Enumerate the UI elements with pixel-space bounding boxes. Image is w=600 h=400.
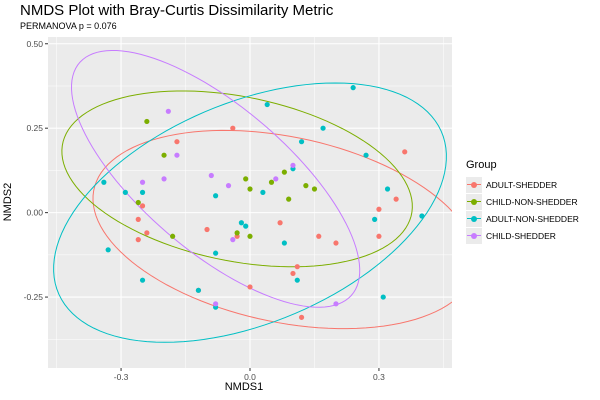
point-child-non-shedder (281, 169, 287, 175)
point-child-shedder (139, 179, 146, 185)
point-child-shedder (273, 176, 279, 182)
point-child-non-shedder (234, 230, 240, 236)
legend-key (466, 211, 482, 227)
y-tick-label: 0.50 (26, 39, 43, 49)
point-child-shedder (174, 152, 180, 158)
point-adult-shedder (135, 237, 141, 243)
point-adult-shedder (230, 125, 236, 131)
point-child-non-shedder (286, 196, 292, 202)
point-child-non-shedder (170, 233, 176, 239)
point-adult-shedder (139, 203, 146, 209)
point-adult-shedder (290, 270, 296, 277)
point-adult-shedder (174, 139, 180, 145)
point-adult-non-shedder (298, 139, 305, 145)
point-child-shedder (230, 237, 236, 243)
point-adult-non-shedder (372, 216, 378, 222)
x-tick-label: 0.3 (373, 372, 385, 382)
point-adult-shedder (135, 216, 141, 222)
point-adult-non-shedder (139, 189, 146, 195)
point-adult-non-shedder (294, 277, 300, 283)
point-child-shedder (165, 108, 171, 114)
point-adult-non-shedder (384, 186, 391, 192)
point-adult-shedder (277, 220, 283, 226)
point-adult-non-shedder (350, 85, 356, 91)
legend-label: ADULT-NON-SHEDDER (486, 214, 579, 224)
point-child-shedder (333, 301, 339, 307)
point-adult-non-shedder (281, 240, 287, 246)
ellipse-adult-non-shedder (53, 82, 447, 343)
point-adult-shedder (204, 226, 210, 233)
point-child-shedder (213, 301, 219, 307)
point-child-non-shedder (311, 186, 318, 192)
point-adult-non-shedder (139, 277, 146, 283)
legend-title: Group (466, 159, 497, 171)
x-tick-label: 0.0 (244, 372, 256, 382)
point-adult-non-shedder (105, 247, 111, 253)
point-adult-non-shedder (238, 220, 244, 226)
point-child-non-shedder (247, 186, 253, 192)
point-adult-non-shedder (264, 101, 270, 108)
chart-subtitle: PERMANOVA p = 0.076 (20, 21, 117, 31)
point-adult-non-shedder (195, 287, 202, 293)
point-adult-non-shedder (213, 193, 219, 199)
y-tick-label: -0.25 (24, 292, 44, 302)
legend-dot-swatch (471, 182, 477, 188)
x-axis-label: NMDS1 (224, 381, 264, 393)
point-adult-shedder (393, 196, 399, 202)
point-adult-non-shedder (243, 223, 249, 229)
legend-label: CHILD-SHEDDER (486, 231, 556, 241)
legend-dot-swatch (471, 216, 477, 222)
point-adult-non-shedder (260, 189, 266, 195)
point-adult-non-shedder (101, 179, 107, 185)
point-child-non-shedder (135, 199, 141, 206)
legend-label: CHILD-NON-SHEDDER (486, 197, 578, 207)
point-adult-non-shedder (122, 189, 128, 195)
legend-label: ADULT-SHEDDER (486, 180, 558, 190)
point-child-non-shedder (243, 176, 249, 182)
point-layer (101, 85, 425, 320)
point-adult-shedder (144, 230, 150, 236)
x-tick-label: -0.3 (114, 372, 129, 382)
point-adult-non-shedder (320, 125, 326, 131)
point-adult-non-shedder (363, 152, 369, 158)
ellipse-child-shedder (71, 49, 361, 308)
point-adult-non-shedder (380, 294, 386, 300)
point-child-shedder (208, 172, 214, 179)
legend-key (466, 228, 482, 244)
legend-dot-swatch (471, 233, 477, 239)
point-adult-non-shedder (419, 213, 425, 219)
point-child-shedder (225, 183, 232, 189)
point-adult-shedder (316, 233, 322, 239)
point-adult-shedder (333, 240, 339, 246)
point-child-shedder (290, 162, 296, 168)
point-adult-non-shedder (213, 250, 219, 256)
point-adult-shedder (247, 284, 253, 290)
point-adult-shedder (294, 264, 300, 270)
y-tick-label: 0.00 (26, 208, 43, 218)
point-child-non-shedder (144, 118, 150, 125)
point-child-shedder (161, 176, 167, 182)
point-child-non-shedder (247, 233, 253, 239)
point-adult-shedder (376, 233, 382, 239)
legend-key (466, 177, 482, 193)
legend-key (466, 194, 482, 210)
y-tick-label: 0.25 (26, 123, 43, 133)
point-adult-shedder (402, 149, 408, 155)
legend-dot-swatch (471, 199, 477, 205)
point-child-non-shedder (303, 183, 309, 189)
axes-layer: -0.3 0.0 0.3 -0.25 0.00 0.25 0.50 (24, 39, 385, 382)
point-child-non-shedder (161, 152, 167, 158)
ellipse-adult-shedder (92, 129, 452, 330)
point-adult-shedder (298, 314, 305, 320)
point-adult-shedder (376, 206, 382, 212)
chart-title: NMDS Plot with Bray-Curtis Dissimilarity… (20, 2, 334, 19)
point-child-non-shedder (268, 179, 275, 185)
